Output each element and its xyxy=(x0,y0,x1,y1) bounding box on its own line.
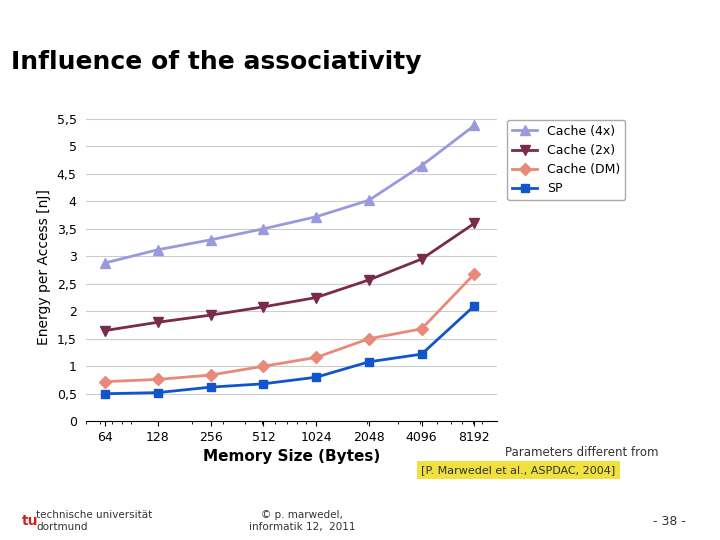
Cache (4x) xyxy=(259,226,268,232)
Text: Parameters different from
previous slides: Parameters different from previous slide… xyxy=(505,446,659,474)
SP xyxy=(259,381,268,387)
SP xyxy=(470,302,479,309)
Text: - 38 -: - 38 - xyxy=(653,515,686,528)
Cache (DM) xyxy=(312,354,320,361)
Cache (DM) xyxy=(470,271,479,277)
Cache (4x) xyxy=(470,122,479,129)
Line: Cache (4x): Cache (4x) xyxy=(100,120,480,268)
Cache (4x) xyxy=(101,260,109,266)
Text: tu: tu xyxy=(22,514,38,528)
Cache (4x) xyxy=(312,213,320,220)
Cache (2x) xyxy=(153,319,162,326)
SP xyxy=(312,374,320,381)
SP xyxy=(364,359,373,365)
Cache (2x) xyxy=(418,256,426,262)
Text: technische universität
dortmund: technische universität dortmund xyxy=(36,510,152,532)
Cache (2x) xyxy=(207,312,215,319)
Cache (2x) xyxy=(312,294,320,301)
Cache (4x) xyxy=(364,197,373,204)
Cache (DM) xyxy=(259,363,268,369)
Cache (4x) xyxy=(418,163,426,169)
Line: Cache (DM): Cache (DM) xyxy=(101,269,479,386)
Cache (DM) xyxy=(207,372,215,378)
Text: [P. Marwedel et al., ASPDAC, 2004]: [P. Marwedel et al., ASPDAC, 2004] xyxy=(421,465,616,475)
Y-axis label: Energy per Access [nJ]: Energy per Access [nJ] xyxy=(37,190,51,345)
Line: Cache (2x): Cache (2x) xyxy=(100,219,480,335)
Line: SP: SP xyxy=(101,302,479,398)
SP xyxy=(418,351,426,357)
Text: Influence of the associativity: Influence of the associativity xyxy=(11,50,421,73)
SP xyxy=(207,384,215,390)
Cache (2x) xyxy=(259,303,268,310)
Cache (4x) xyxy=(153,246,162,253)
Cache (DM) xyxy=(418,326,426,332)
Legend: Cache (4x), Cache (2x), Cache (DM), SP: Cache (4x), Cache (2x), Cache (DM), SP xyxy=(507,120,626,200)
SP xyxy=(101,390,109,397)
SP xyxy=(153,389,162,396)
Cache (DM) xyxy=(101,379,109,385)
Cache (2x) xyxy=(470,220,479,227)
Cache (4x) xyxy=(207,237,215,243)
Cache (2x) xyxy=(364,276,373,283)
Cache (DM) xyxy=(364,335,373,342)
Cache (DM) xyxy=(153,376,162,383)
Text: © p. marwedel,
informatik 12,  2011: © p. marwedel, informatik 12, 2011 xyxy=(249,510,356,532)
X-axis label: Memory Size (Bytes): Memory Size (Bytes) xyxy=(203,449,380,464)
Cache (2x) xyxy=(101,327,109,334)
